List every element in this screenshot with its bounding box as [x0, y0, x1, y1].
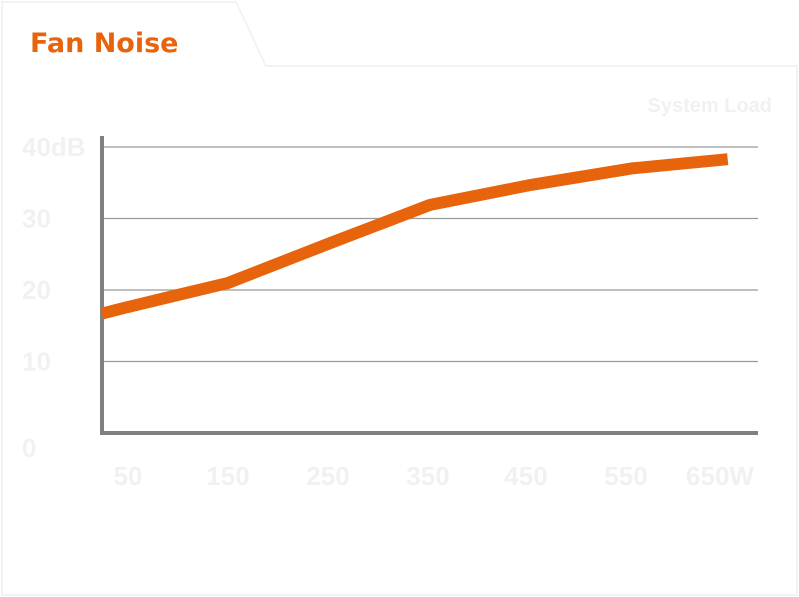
legend-caption: System Load	[648, 95, 772, 117]
y-tick-label: 30	[22, 204, 51, 234]
series-line-fan-noise	[100, 153, 729, 320]
x-tick-label: 550	[604, 461, 647, 491]
x-tick-label: 150	[206, 461, 249, 491]
x-tick-label: 50	[114, 461, 143, 491]
y-tick-label: 20	[22, 275, 51, 305]
y-tick-label: 0	[22, 433, 36, 463]
x-tick-label: 650W	[686, 461, 754, 491]
chart-title: Fan Noise	[30, 28, 179, 59]
x-tick-labels: 50 150 250 350 450 550 650W	[114, 461, 755, 491]
y-tick-labels: 0 10 20 30 40dB	[22, 132, 86, 463]
y-tick-label: 40dB	[22, 132, 86, 162]
x-tick-label: 350	[406, 461, 449, 491]
x-tick-label: 250	[306, 461, 349, 491]
x-tick-label: 450	[504, 461, 547, 491]
y-tick-label: 10	[22, 347, 51, 377]
